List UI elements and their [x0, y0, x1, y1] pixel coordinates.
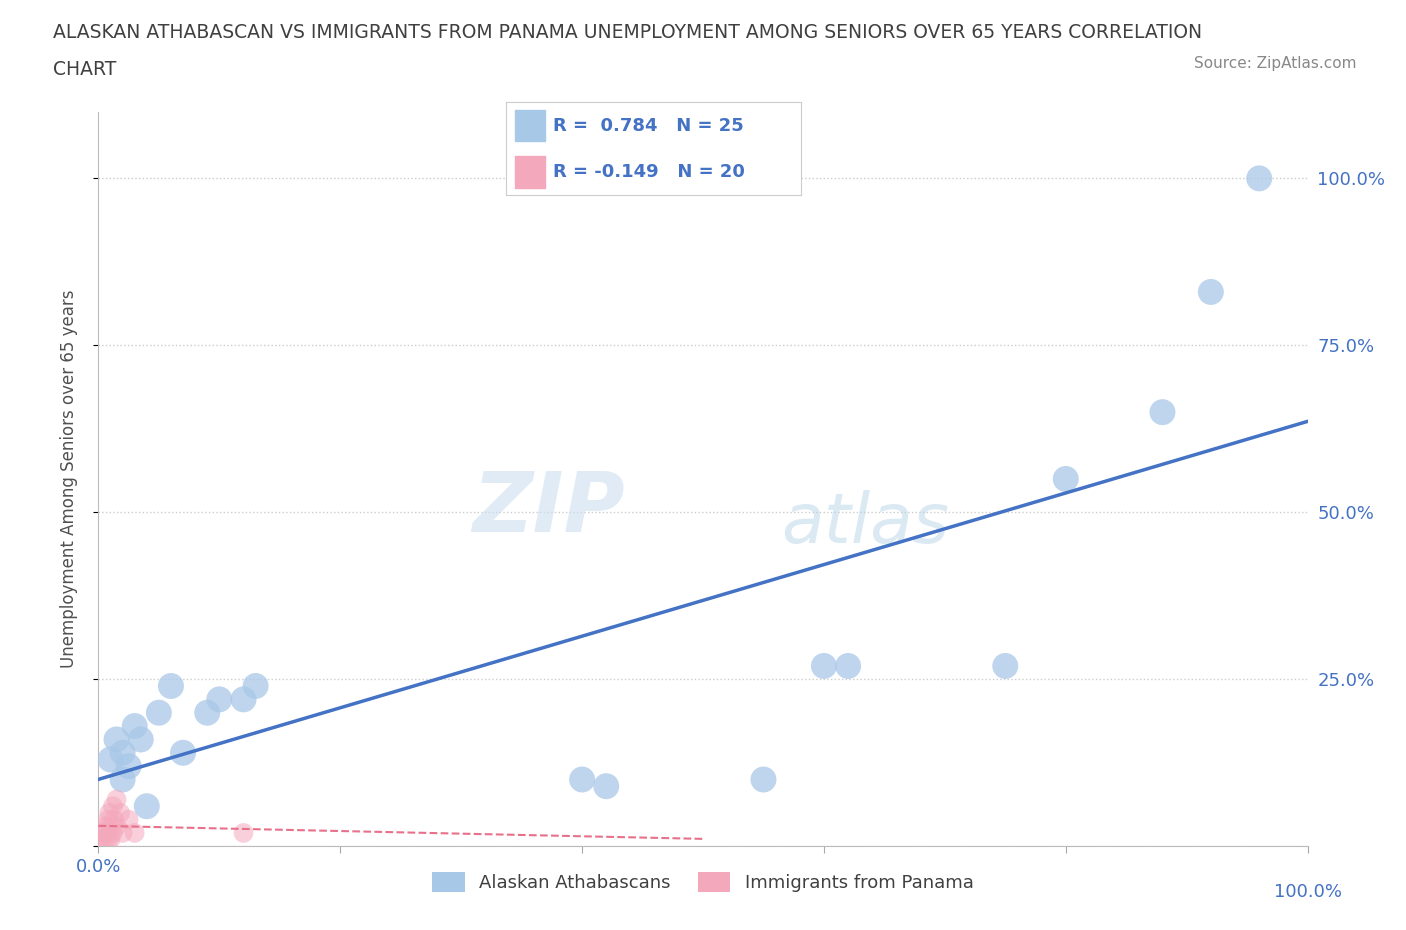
Point [837, 658, 859, 673]
Point [96, 826, 118, 841]
Text: Source: ZipAtlas.com: Source: ZipAtlas.com [1194, 56, 1357, 71]
Point [129, 732, 152, 747]
Point [101, 799, 124, 814]
Point [105, 732, 128, 747]
Point [752, 772, 775, 787]
Text: CHART: CHART [53, 60, 117, 79]
Point [100, 818, 122, 833]
Point [208, 692, 231, 707]
Bar [515, 156, 544, 188]
Text: R = -0.149   N = 20: R = -0.149 N = 20 [554, 163, 745, 181]
Text: R =  0.784   N = 25: R = 0.784 N = 25 [554, 116, 744, 135]
Point [108, 805, 131, 820]
Point [232, 826, 254, 841]
Point [98, 805, 121, 820]
Point [103, 812, 125, 827]
Point [111, 772, 134, 787]
Point [571, 772, 593, 787]
Point [245, 679, 267, 694]
Point [91, 826, 114, 841]
Point [94, 818, 117, 833]
Text: ALASKAN ATHABASCAN VS IMMIGRANTS FROM PANAMA UNEMPLOYMENT AMONG SENIORS OVER 65 : ALASKAN ATHABASCAN VS IMMIGRANTS FROM PA… [53, 23, 1202, 42]
Point [172, 745, 194, 760]
Point [1249, 171, 1271, 186]
Point [813, 658, 835, 673]
Text: ZIP: ZIP [472, 468, 624, 549]
Point [135, 799, 157, 814]
Text: 100.0%: 100.0% [1274, 884, 1341, 901]
Y-axis label: Unemployment Among Seniors over 65 years: Unemployment Among Seniors over 65 years [59, 290, 77, 668]
Point [1054, 472, 1077, 486]
Point [232, 692, 254, 707]
Point [118, 812, 141, 827]
Point [100, 832, 122, 847]
Point [124, 826, 146, 841]
Legend: Alaskan Athabascans, Immigrants from Panama: Alaskan Athabascans, Immigrants from Pan… [425, 864, 981, 899]
Point [994, 658, 1017, 673]
Point [105, 792, 128, 807]
Point [124, 719, 146, 734]
Point [595, 778, 617, 793]
Point [90, 832, 112, 847]
Point [148, 705, 170, 720]
Point [105, 818, 128, 833]
Point [118, 759, 141, 774]
Point [97, 832, 120, 847]
Point [100, 752, 122, 767]
Bar [515, 110, 544, 141]
Point [195, 705, 218, 720]
Point [101, 826, 124, 841]
Point [1152, 405, 1174, 419]
Point [111, 745, 134, 760]
Text: atlas: atlas [782, 489, 949, 556]
Point [1199, 285, 1222, 299]
Point [93, 832, 115, 847]
Point [111, 826, 134, 841]
Point [160, 679, 183, 694]
Point [97, 812, 120, 827]
